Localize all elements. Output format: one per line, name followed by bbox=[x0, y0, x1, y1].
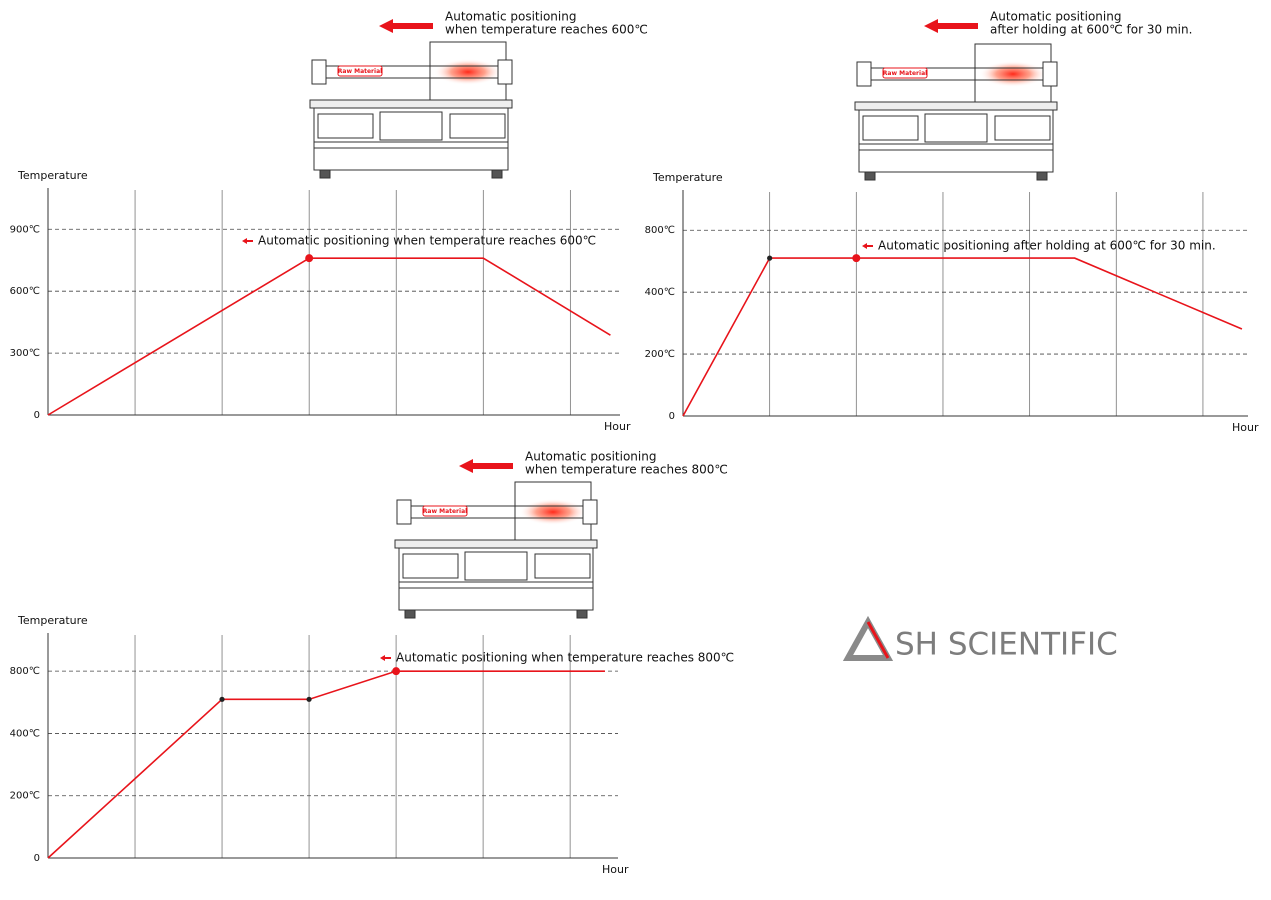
point-marker bbox=[852, 254, 861, 263]
machine-part bbox=[858, 143, 1054, 151]
header-annotation: Automatic positioning bbox=[990, 10, 1121, 24]
logo: SH SCIENTIFIC bbox=[842, 615, 1118, 663]
machine-part bbox=[311, 59, 327, 85]
y-tick-label: 800℃ bbox=[645, 225, 675, 236]
point-marker bbox=[392, 667, 401, 676]
logo-icon bbox=[842, 615, 894, 661]
machine-part bbox=[396, 499, 412, 525]
heat-zone bbox=[979, 61, 1047, 87]
machine-part bbox=[491, 169, 503, 179]
temperature-line bbox=[682, 257, 1243, 417]
y-tick-label: 400℃ bbox=[10, 728, 40, 739]
annotation-arrow bbox=[380, 655, 391, 661]
y-axis-label: Temperature bbox=[652, 171, 723, 184]
y-tick-label: 200℃ bbox=[10, 791, 40, 802]
point-marker bbox=[219, 696, 225, 702]
temperature-line bbox=[47, 257, 611, 416]
x-axis-label: Hour bbox=[602, 863, 629, 876]
machine-part bbox=[534, 553, 591, 579]
machine-part bbox=[337, 65, 383, 77]
machine-part bbox=[422, 505, 468, 517]
annotation: Automatic positioning when temperature r… bbox=[396, 651, 734, 665]
machine-part bbox=[576, 609, 588, 619]
machine-part bbox=[1036, 171, 1048, 181]
y-tick-label: 600℃ bbox=[10, 286, 40, 297]
illustration-label: Raw Material bbox=[338, 68, 382, 75]
point-marker bbox=[767, 255, 773, 261]
annotation: Automatic positioning after holding at 6… bbox=[878, 239, 1216, 253]
machine-part bbox=[402, 553, 459, 579]
header-arrow bbox=[379, 19, 433, 33]
header-annotation: after holding at 600℃ for 30 min. bbox=[990, 23, 1192, 37]
header-annotation: when temperature reaches 600℃ bbox=[445, 23, 648, 37]
machine-part bbox=[464, 551, 528, 581]
y-tick-label: 0 bbox=[669, 411, 675, 422]
y-tick-label: 800℃ bbox=[10, 666, 40, 677]
y-tick-label: 0 bbox=[34, 853, 40, 864]
y-tick-label: 200℃ bbox=[645, 349, 675, 360]
machine-part bbox=[994, 115, 1051, 141]
y-tick-label: 400℃ bbox=[645, 287, 675, 298]
machine-part bbox=[862, 115, 919, 141]
heat-zone bbox=[519, 499, 587, 525]
header-arrow bbox=[459, 459, 513, 473]
machine-part bbox=[856, 61, 872, 87]
header-annotation: Automatic positioning bbox=[525, 450, 656, 464]
y-tick-label: 300℃ bbox=[10, 348, 40, 359]
machine-part bbox=[882, 67, 928, 79]
y-tick-label: 900℃ bbox=[10, 224, 40, 235]
x-axis-label: Hour bbox=[1232, 421, 1259, 434]
annotation-arrow bbox=[242, 238, 253, 244]
illustration-label: Raw Material bbox=[883, 70, 927, 77]
logo-text: SH SCIENTIFIC bbox=[895, 627, 1118, 663]
machine-part bbox=[313, 107, 509, 171]
temperature-line bbox=[47, 670, 605, 859]
machine-part bbox=[924, 113, 988, 143]
annotation: Automatic positioning when temperature r… bbox=[258, 234, 596, 248]
machine-part bbox=[394, 539, 598, 549]
machine-part bbox=[404, 609, 416, 619]
machine-part bbox=[1042, 61, 1058, 87]
point-marker bbox=[306, 696, 312, 702]
header-annotation: when temperature reaches 800℃ bbox=[525, 463, 728, 477]
logo-accent bbox=[866, 621, 890, 659]
illustration-label: Raw Material bbox=[423, 508, 467, 515]
machine-part bbox=[313, 141, 509, 149]
machine-part bbox=[582, 499, 598, 525]
y-tick-label: 0 bbox=[34, 410, 40, 421]
machine-part bbox=[398, 581, 594, 589]
annotation-arrow bbox=[862, 243, 873, 249]
machine-part bbox=[319, 169, 331, 179]
machine-part bbox=[497, 59, 513, 85]
heat-zone bbox=[434, 59, 502, 85]
machine-part bbox=[309, 99, 513, 109]
x-axis-label: Hour bbox=[604, 420, 631, 433]
machine-part bbox=[854, 101, 1058, 111]
machine-part bbox=[398, 547, 594, 611]
header-annotation: Automatic positioning bbox=[445, 10, 576, 24]
y-axis-label: Temperature bbox=[17, 614, 88, 627]
point-marker bbox=[305, 254, 314, 263]
machine-part bbox=[858, 109, 1054, 173]
y-axis-label: Temperature bbox=[17, 169, 88, 182]
machine-part bbox=[317, 113, 374, 139]
machine-part bbox=[449, 113, 506, 139]
machine-part bbox=[864, 171, 876, 181]
machine-part bbox=[379, 111, 443, 141]
header-arrow bbox=[924, 19, 978, 33]
